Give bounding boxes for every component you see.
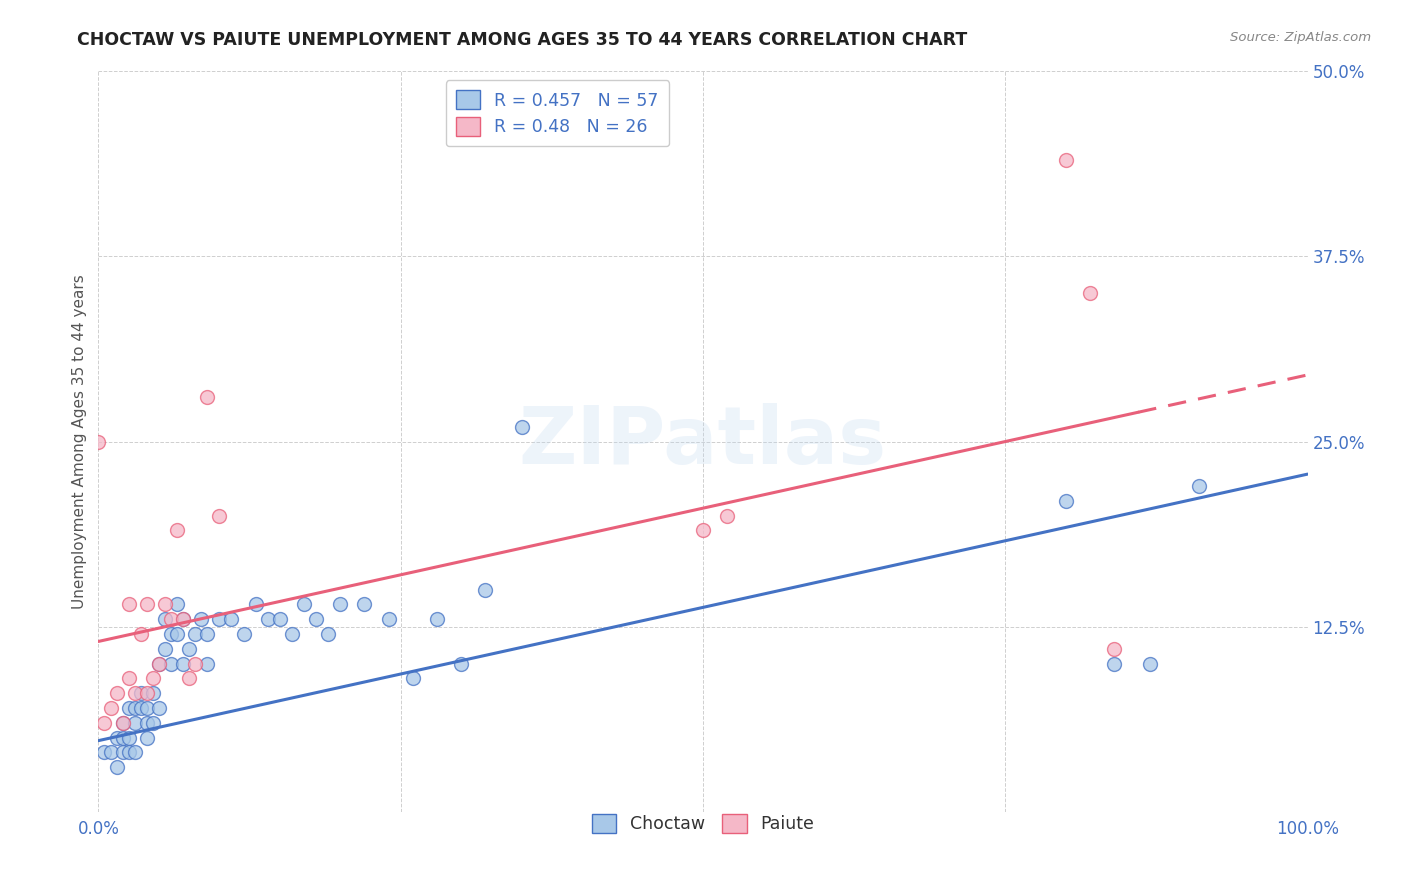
Point xyxy=(208,612,231,626)
Point xyxy=(510,419,533,434)
Point xyxy=(153,612,176,626)
Point xyxy=(305,612,328,626)
Point xyxy=(124,746,146,760)
Point xyxy=(105,731,128,745)
Point xyxy=(118,598,141,612)
Y-axis label: Unemployment Among Ages 35 to 44 years: Unemployment Among Ages 35 to 44 years xyxy=(72,274,87,609)
Point xyxy=(124,715,146,730)
Point xyxy=(716,508,738,523)
Point xyxy=(190,612,212,626)
Point xyxy=(195,627,218,641)
Point xyxy=(166,524,188,538)
Point xyxy=(87,434,110,449)
Point xyxy=(93,746,115,760)
Point xyxy=(179,672,201,686)
Point xyxy=(111,746,134,760)
Point xyxy=(179,641,201,656)
Point xyxy=(124,686,146,700)
Point xyxy=(105,760,128,774)
Point xyxy=(118,672,141,686)
Point xyxy=(111,715,134,730)
Point xyxy=(269,612,291,626)
Point xyxy=(142,672,165,686)
Point xyxy=(148,657,170,671)
Point xyxy=(172,612,194,626)
Point xyxy=(195,657,218,671)
Point xyxy=(245,598,267,612)
Point xyxy=(1054,493,1077,508)
Point xyxy=(292,598,315,612)
Point xyxy=(160,612,183,626)
Point xyxy=(135,701,157,715)
Point xyxy=(100,746,122,760)
Point xyxy=(148,701,170,715)
Point xyxy=(256,612,278,626)
Point xyxy=(426,612,449,626)
Point xyxy=(142,715,165,730)
Point xyxy=(232,627,254,641)
Point xyxy=(195,390,218,404)
Point xyxy=(208,508,231,523)
Legend: Choctaw, Paiute: Choctaw, Paiute xyxy=(581,804,825,844)
Text: ZIPatlas: ZIPatlas xyxy=(519,402,887,481)
Point xyxy=(329,598,352,612)
Point xyxy=(153,641,176,656)
Point xyxy=(160,657,183,671)
Point xyxy=(111,715,134,730)
Text: Source: ZipAtlas.com: Source: ZipAtlas.com xyxy=(1230,31,1371,45)
Point xyxy=(1102,641,1125,656)
Point xyxy=(1139,657,1161,671)
Point xyxy=(1188,479,1211,493)
Point xyxy=(118,746,141,760)
Point xyxy=(166,598,188,612)
Point xyxy=(353,598,375,612)
Point xyxy=(153,598,176,612)
Point xyxy=(93,715,115,730)
Point xyxy=(135,598,157,612)
Point xyxy=(166,627,188,641)
Point xyxy=(316,627,339,641)
Point xyxy=(135,715,157,730)
Point xyxy=(142,686,165,700)
Point xyxy=(160,627,183,641)
Point xyxy=(124,701,146,715)
Point xyxy=(129,686,152,700)
Point xyxy=(1054,153,1077,168)
Point xyxy=(1102,657,1125,671)
Point xyxy=(474,582,496,597)
Point xyxy=(172,657,194,671)
Point xyxy=(135,731,157,745)
Point xyxy=(377,612,399,626)
Point xyxy=(1078,286,1101,301)
Point xyxy=(148,657,170,671)
Text: CHOCTAW VS PAIUTE UNEMPLOYMENT AMONG AGES 35 TO 44 YEARS CORRELATION CHART: CHOCTAW VS PAIUTE UNEMPLOYMENT AMONG AGE… xyxy=(77,31,967,49)
Point xyxy=(184,627,207,641)
Point xyxy=(100,701,122,715)
Point xyxy=(692,524,714,538)
Point xyxy=(221,612,243,626)
Point xyxy=(129,627,152,641)
Point xyxy=(184,657,207,671)
Point xyxy=(118,701,141,715)
Point xyxy=(172,612,194,626)
Point xyxy=(129,701,152,715)
Point xyxy=(105,686,128,700)
Point xyxy=(135,686,157,700)
Point xyxy=(281,627,304,641)
Point xyxy=(402,672,425,686)
Point xyxy=(118,731,141,745)
Point xyxy=(450,657,472,671)
Point xyxy=(111,731,134,745)
